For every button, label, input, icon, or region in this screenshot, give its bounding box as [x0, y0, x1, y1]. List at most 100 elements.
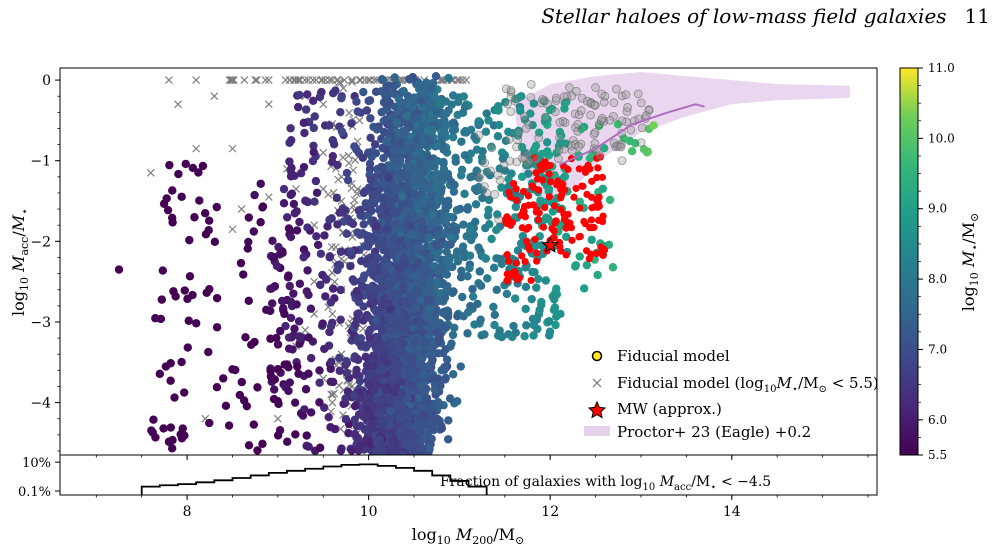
galaxy-point	[430, 310, 440, 319]
satellite-host-point	[586, 110, 596, 120]
galaxy-point	[403, 394, 412, 403]
galaxy-point	[392, 438, 402, 448]
galaxy-point	[237, 377, 247, 387]
galaxy-point	[411, 284, 421, 294]
galaxy-point	[386, 304, 395, 314]
galaxy-point	[593, 270, 602, 280]
galaxy-point	[378, 365, 388, 374]
galaxy-point	[364, 313, 374, 322]
galaxy-point	[114, 265, 124, 274]
galaxy-point	[404, 169, 413, 179]
galaxy-point	[359, 188, 368, 198]
low-mass-point	[210, 92, 219, 101]
satellite-host-point	[505, 156, 515, 166]
satellite-host-point	[616, 139, 626, 149]
galaxy-point	[532, 283, 541, 292]
satellite-host-point	[520, 153, 530, 163]
satellite-host-point	[494, 215, 503, 225]
galaxy-point	[396, 138, 405, 147]
red-galaxy-point	[592, 249, 601, 258]
galaxy-point	[463, 205, 472, 214]
galaxy-point	[224, 421, 234, 430]
galaxy-point	[372, 315, 381, 324]
galaxy-point	[292, 226, 302, 235]
galaxy-point	[453, 110, 462, 120]
legend-marker-fiducial	[591, 350, 603, 362]
galaxy-point	[571, 261, 581, 270]
galaxy-point	[484, 195, 494, 205]
red-galaxy-point	[532, 208, 540, 216]
galaxy-point	[412, 135, 421, 144]
legend-label-proctor: Proctor+ 23 (Eagle) +0.2	[617, 423, 811, 441]
galaxy-point	[448, 91, 458, 100]
galaxy-point	[379, 153, 388, 163]
low-mass-point	[319, 100, 328, 109]
galaxy-point	[380, 256, 390, 266]
galaxy-point	[451, 153, 460, 163]
red-galaxy-point	[505, 257, 513, 265]
galaxy-point	[446, 240, 455, 249]
red-galaxy-point	[587, 216, 596, 224]
galaxy-point	[378, 75, 388, 85]
galaxy-point	[471, 217, 480, 227]
galaxy-point	[387, 129, 396, 139]
galaxy-point	[484, 205, 493, 215]
galaxy-point	[473, 299, 482, 309]
satellite-host-point	[644, 105, 654, 115]
galaxy-point	[231, 365, 240, 375]
galaxy-point	[306, 304, 316, 313]
galaxy-point	[300, 405, 309, 414]
galaxy-point	[301, 105, 311, 114]
galaxy-point	[471, 200, 481, 209]
galaxy-point	[166, 423, 175, 432]
galaxy-point	[250, 190, 259, 200]
galaxy-point	[552, 284, 561, 293]
galaxy-point	[333, 220, 342, 229]
galaxy-point	[318, 319, 327, 328]
galaxy-point	[331, 86, 340, 95]
galaxy-point	[481, 127, 491, 136]
galaxy-point	[463, 271, 472, 281]
galaxy-point	[309, 148, 318, 157]
low-mass-point	[192, 76, 201, 85]
galaxy-point	[433, 217, 443, 227]
low-mass-point	[318, 76, 327, 85]
galaxy-point	[204, 216, 214, 225]
satellite-host-point	[506, 107, 516, 117]
proctor-median-line	[558, 103, 705, 166]
galaxy-point	[489, 263, 499, 273]
galaxy-point	[420, 387, 430, 396]
galaxy-point	[457, 165, 467, 175]
red-galaxy-point	[534, 216, 542, 224]
colorbar-tick-label: 11.0	[928, 61, 955, 75]
galaxy-point	[451, 226, 461, 236]
low-mass-point	[349, 201, 358, 210]
red-galaxy-point	[580, 217, 588, 226]
galaxy-point	[391, 371, 400, 380]
colorbar-tick-label: 10.0	[928, 131, 955, 145]
galaxy-point	[406, 97, 415, 106]
low-mass-point	[332, 76, 341, 85]
low-mass-point	[312, 76, 321, 85]
galaxy-point	[353, 228, 362, 237]
histogram-annotation: Fraction of galaxies with log10 Macc/M⋆ …	[440, 474, 771, 493]
galaxy-point	[415, 128, 424, 138]
galaxy-point	[441, 202, 450, 212]
galaxy-point	[244, 441, 254, 450]
galaxy-point	[449, 118, 458, 127]
galaxy-point	[369, 351, 378, 360]
satellite-host-point	[555, 118, 565, 127]
satellite-host-point	[513, 135, 523, 145]
galaxy-point	[418, 328, 427, 337]
galaxy-point	[332, 193, 342, 203]
galaxy-point	[579, 284, 589, 293]
galaxy-point	[422, 286, 431, 296]
galaxy-point	[342, 229, 351, 239]
galaxy-point	[436, 100, 445, 109]
galaxy-point	[494, 102, 503, 111]
galaxy-point	[405, 74, 414, 84]
galaxy-point	[306, 353, 316, 363]
galaxy-point	[470, 184, 480, 193]
red-galaxy-point	[586, 224, 594, 232]
galaxy-point	[338, 208, 348, 217]
